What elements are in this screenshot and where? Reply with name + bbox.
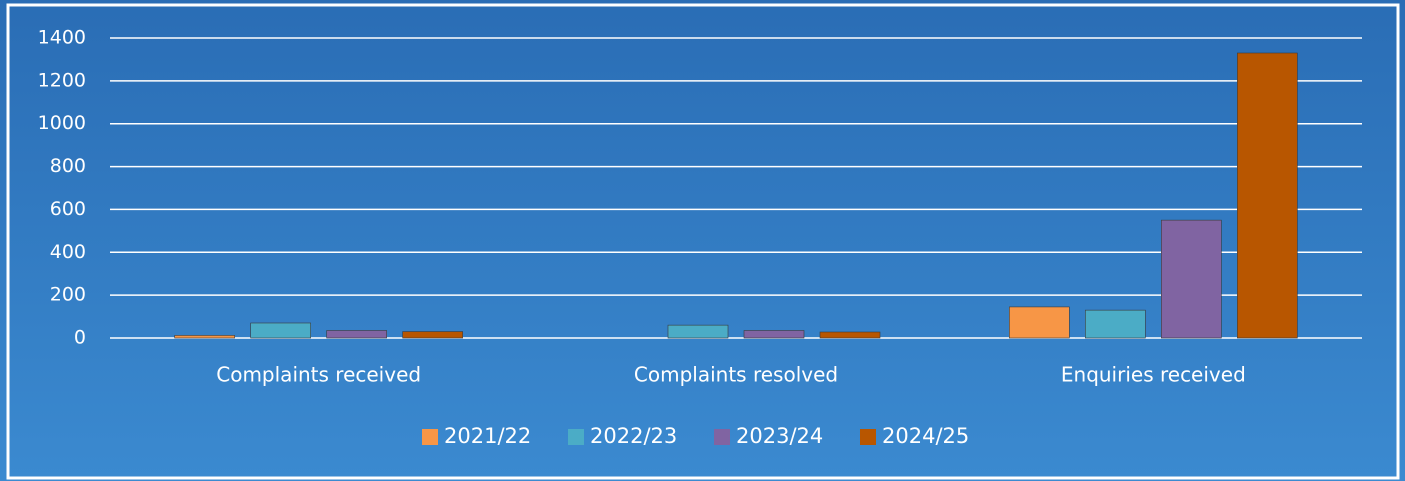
- x-tick-label: Complaints received: [216, 363, 421, 387]
- y-tick-label: 400: [50, 241, 86, 263]
- bar: [1161, 219, 1222, 339]
- legend-label: 2023/24: [736, 424, 823, 448]
- bar: [326, 330, 387, 339]
- legend-swatch: [714, 429, 730, 445]
- legend-label: 2024/25: [882, 424, 969, 448]
- y-tick-label: 1000: [38, 112, 86, 134]
- x-tick-label: Complaints resolved: [634, 363, 838, 387]
- legend-label: 2021/22: [444, 424, 531, 448]
- legend-swatch: [860, 429, 876, 445]
- frame: [6, 3, 1400, 480]
- y-tick-label: 800: [50, 155, 86, 177]
- y-tick-label: 1400: [38, 27, 86, 49]
- legend-swatch: [422, 429, 438, 445]
- bar: [250, 322, 311, 339]
- legend-swatch: [568, 429, 584, 445]
- x-tick-label: Enquiries received: [1061, 363, 1246, 387]
- bar: [819, 331, 881, 339]
- bar: [743, 330, 805, 339]
- bar: [402, 331, 463, 339]
- y-tick-label: 200: [50, 284, 86, 306]
- bar: [174, 335, 235, 339]
- legend-label: 2022/23: [590, 424, 677, 448]
- bar: [1085, 309, 1146, 339]
- bar: [1009, 306, 1070, 339]
- y-tick-label: 600: [50, 198, 86, 220]
- y-tick-label: 0: [74, 327, 86, 349]
- bar: [667, 324, 729, 339]
- bar: [1237, 52, 1298, 339]
- y-tick-label: 1200: [38, 69, 86, 91]
